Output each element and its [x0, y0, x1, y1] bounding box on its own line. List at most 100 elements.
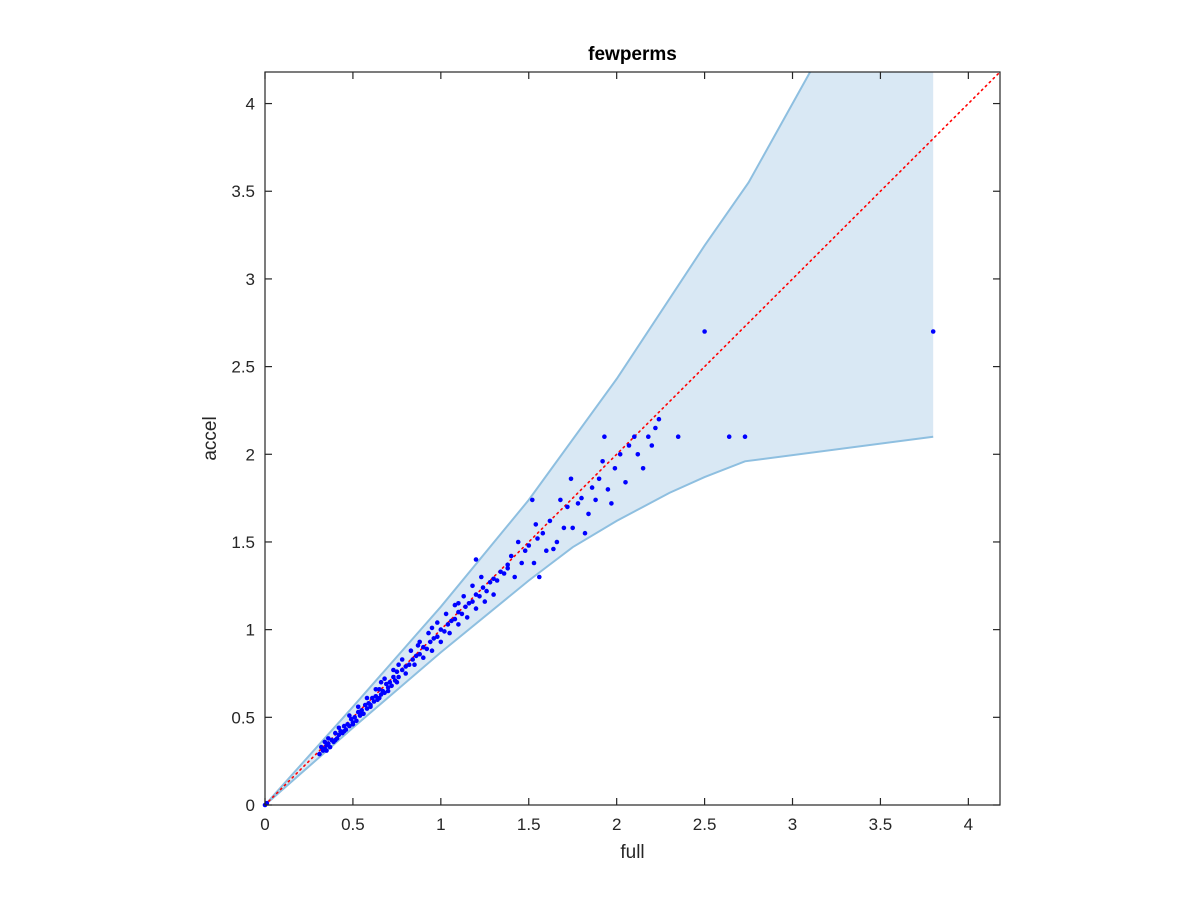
x-tick-label: 3.5	[869, 815, 893, 834]
data-point	[605, 487, 611, 492]
data-point	[336, 725, 342, 731]
data-point	[456, 609, 461, 615]
data-point	[435, 634, 440, 639]
data-point	[385, 688, 391, 694]
data-point	[341, 729, 347, 734]
data-point	[428, 639, 433, 645]
data-point	[491, 576, 496, 582]
data-point	[531, 560, 537, 566]
axes-layer	[264, 71, 1001, 806]
x-tick-label: 2.5	[693, 815, 717, 834]
data-point	[473, 557, 479, 562]
data-point	[368, 702, 373, 708]
data-point	[586, 511, 591, 517]
data-point	[413, 653, 419, 659]
y-tick-label: 2.5	[231, 358, 255, 377]
data-point	[364, 706, 370, 711]
data-point	[326, 741, 331, 746]
y-tick-label: 3.5	[231, 182, 255, 201]
data-point	[359, 711, 365, 717]
data-point	[702, 329, 707, 334]
data-point	[417, 651, 423, 657]
data-point	[480, 585, 486, 590]
y-tick-label: 0	[246, 796, 255, 815]
data-point	[726, 434, 732, 440]
data-point	[385, 685, 391, 690]
data-point	[350, 722, 356, 727]
x-tick-label: 2	[612, 815, 621, 834]
data-point	[540, 530, 546, 536]
data-point	[498, 569, 503, 575]
confidence-band-layer	[265, 72, 934, 805]
data-point	[378, 692, 384, 697]
data-point	[362, 702, 368, 708]
data-point	[435, 620, 440, 625]
data-point	[399, 667, 405, 673]
data-point	[626, 443, 632, 448]
data-point	[403, 664, 409, 669]
data-point	[396, 674, 401, 680]
data-point	[352, 715, 358, 720]
data-point	[466, 601, 472, 606]
data-point	[415, 643, 421, 648]
data-point	[406, 662, 412, 667]
y-tick-label: 0.5	[231, 708, 255, 727]
data-point	[336, 732, 342, 738]
data-point	[373, 694, 379, 699]
data-point	[426, 630, 431, 636]
data-point	[519, 560, 524, 566]
data-point	[568, 476, 574, 482]
data-point	[429, 648, 435, 653]
y-tick-label: 4	[246, 95, 255, 114]
data-point	[355, 709, 361, 715]
data-point	[602, 434, 607, 440]
data-point	[508, 553, 514, 559]
data-point	[456, 601, 461, 606]
data-point	[373, 687, 379, 692]
data-point	[408, 648, 414, 653]
data-point	[429, 625, 435, 631]
data-point	[494, 578, 500, 583]
data-point	[382, 676, 387, 681]
ticks-layer: 0 0.5 1 1.5 2 2.5 3 3.5 4 0 0.5 1 1.5 2 2.5 3 3.5 4	[231, 72, 1000, 834]
data-point	[333, 737, 338, 743]
data-point	[341, 723, 347, 729]
data-point	[431, 636, 437, 641]
data-point	[443, 611, 449, 617]
data-point	[387, 679, 393, 685]
axes-box	[264, 71, 1001, 806]
data-point	[377, 695, 382, 701]
data-point	[617, 452, 623, 457]
y-tick-label: 1.5	[231, 533, 255, 552]
data-point	[582, 530, 588, 536]
data-point	[355, 704, 361, 710]
data-point	[333, 730, 338, 736]
data-point	[463, 604, 468, 610]
data-point	[473, 606, 479, 611]
data-point	[264, 800, 270, 806]
data-point	[589, 485, 595, 490]
data-point	[479, 574, 484, 580]
data-point	[424, 646, 430, 652]
x-axis-label: full	[620, 842, 644, 863]
data-point	[442, 629, 447, 634]
band-lower-edge	[265, 435, 934, 805]
data-point	[501, 571, 507, 576]
chart-title: fewperms	[588, 44, 677, 65]
data-point	[547, 518, 553, 524]
data-point	[484, 588, 489, 594]
y-tick-label: 1	[246, 621, 255, 640]
data-point	[505, 566, 511, 571]
data-point	[596, 476, 602, 482]
data-point	[623, 480, 628, 485]
data-point	[612, 466, 618, 471]
data-point	[464, 615, 470, 620]
data-point	[445, 622, 451, 627]
identity-line-layer	[265, 72, 1000, 805]
data-point	[389, 683, 394, 689]
data-point	[742, 434, 748, 440]
data-point	[470, 583, 475, 589]
data-point	[456, 622, 461, 627]
data-point	[575, 501, 581, 506]
data-point	[347, 723, 352, 729]
